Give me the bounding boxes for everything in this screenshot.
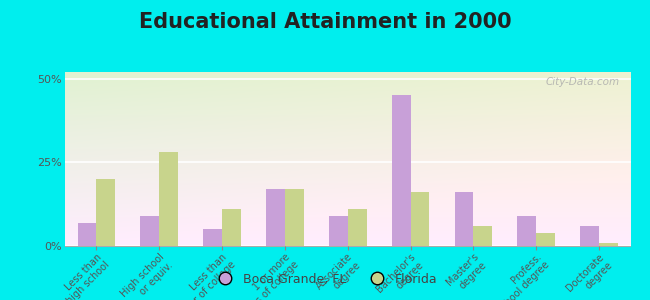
Bar bbox=[411, 193, 430, 246]
Bar bbox=[392, 95, 411, 246]
Bar bbox=[599, 243, 618, 246]
Bar bbox=[96, 179, 115, 246]
Bar bbox=[580, 226, 599, 246]
Bar bbox=[159, 152, 178, 246]
Bar bbox=[536, 232, 555, 246]
Bar bbox=[517, 216, 536, 246]
Bar bbox=[77, 223, 96, 246]
Legend: Boca Grande, FL, Florida: Boca Grande, FL, Florida bbox=[207, 268, 443, 291]
Text: City-Data.com: City-Data.com bbox=[545, 77, 619, 87]
Text: Educational Attainment in 2000: Educational Attainment in 2000 bbox=[138, 12, 512, 32]
Bar bbox=[203, 229, 222, 246]
Bar bbox=[285, 189, 304, 246]
Bar bbox=[473, 226, 492, 246]
Bar bbox=[222, 209, 241, 246]
Bar bbox=[348, 209, 367, 246]
Bar bbox=[140, 216, 159, 246]
Bar bbox=[329, 216, 348, 246]
Bar bbox=[454, 193, 473, 246]
Bar bbox=[266, 189, 285, 246]
